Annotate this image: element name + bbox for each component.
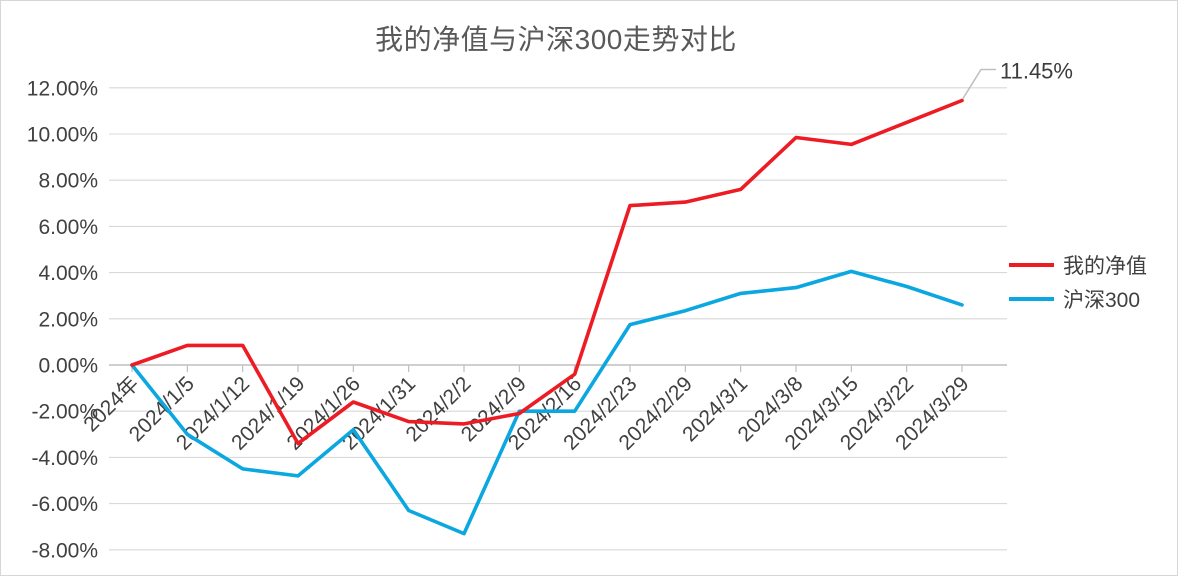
legend-label: 沪深300 [1063, 289, 1141, 312]
y-axis-tick-label: -8.00% [31, 539, 98, 562]
end-value-leader-line [962, 68, 996, 99]
y-axis-tick-label: 4.00% [38, 262, 98, 285]
y-axis-tick-label: 2.00% [38, 308, 98, 331]
hs300-line[interactable] [130, 269, 964, 536]
chart-title: 我的净值与沪深300走势对比 [375, 24, 737, 55]
chart-legend: 我的净值 沪深300 [1009, 248, 1147, 316]
y-axis-tick-label: 6.00% [38, 216, 98, 239]
y-axis-tick-label: -2.00% [31, 401, 98, 424]
y-axis-tick-label: 10.00% [27, 124, 98, 147]
my-networth-legend-line-icon [1009, 263, 1054, 267]
legend-entry-my-networth[interactable]: 我的净值 [1009, 248, 1147, 282]
legend-entry-hs300[interactable]: 沪深300 [1009, 282, 1147, 316]
y-axis-tick-label: 8.00% [38, 170, 98, 193]
y-axis-tick-label: -4.00% [31, 447, 98, 470]
end-value-label: 11.45% [1000, 59, 1073, 84]
legend-label: 我的净值 [1063, 255, 1147, 278]
y-axis-tick-label: 0.00% [38, 355, 98, 378]
hs300-legend-line-icon [1009, 297, 1054, 301]
y-axis-tick-label: 12.00% [27, 77, 98, 100]
y-axis-tick-label: -6.00% [31, 493, 98, 516]
my-networth-line[interactable] [130, 98, 964, 446]
